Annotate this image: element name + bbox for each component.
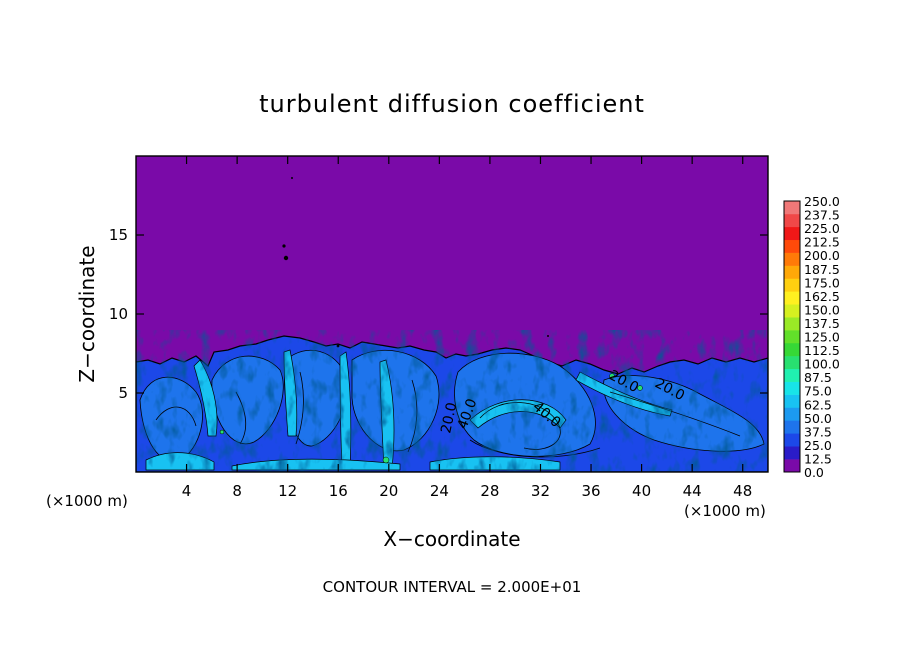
colorbar-label: 50.0 [804, 411, 832, 426]
x-axis-label: X−coordinate [383, 527, 520, 551]
colorbar-swatch [784, 239, 800, 253]
x-unit-right: (×1000 m) [684, 502, 766, 520]
chart-title: turbulent diffusion coefficient [259, 90, 645, 118]
colorbar-label: 37.5 [804, 424, 832, 439]
colorbar-swatch [784, 420, 800, 434]
texture-overlay [136, 330, 768, 472]
colorbar-frame [783, 200, 801, 473]
colorbar-swatch [784, 213, 800, 228]
colorbar-swatch [784, 304, 800, 318]
colorbar-label: 62.5 [804, 397, 832, 412]
colorbar-swatch [784, 201, 800, 215]
colorbar-swatch [784, 226, 800, 241]
colorbar-label: 162.5 [804, 289, 840, 304]
contour-interval-note: CONTOUR INTERVAL = 2.000E+01 [323, 578, 582, 596]
colorbar-label: 87.5 [804, 370, 832, 385]
x-tick-label: 16 [329, 482, 348, 500]
x-tick-label: 36 [581, 482, 600, 500]
colorbar-swatch [784, 459, 800, 473]
y-tick-label: 15 [109, 226, 128, 244]
x-tick-label: 28 [480, 482, 499, 500]
colorbar-label: 200.0 [804, 248, 840, 263]
colorbar-swatch [784, 265, 800, 279]
colorbar-label: 75.0 [804, 384, 832, 399]
colorbar-label: 137.5 [804, 316, 840, 331]
spot-1 [282, 244, 286, 248]
y-axis: 5 10 15 [109, 226, 768, 402]
colorbar-label: 237.5 [804, 208, 840, 223]
colorbar-swatch [784, 278, 800, 292]
spot-2 [283, 255, 289, 261]
colorbar-label: 187.5 [804, 262, 840, 277]
colorbar-swatch [784, 381, 800, 395]
colorbar-label: 100.0 [804, 357, 840, 372]
colorbar-swatch [784, 407, 800, 421]
colorbar-label: 175.0 [804, 275, 840, 290]
colorbar-label: 25.0 [804, 438, 832, 453]
x-tick-label: 4 [182, 482, 192, 500]
colorbar-swatch [784, 394, 800, 408]
colorbar-swatch [784, 368, 800, 382]
x-tick-label: 8 [232, 482, 242, 500]
colorbar-label: 250.0 [804, 194, 840, 209]
colorbar-label: 225.0 [804, 221, 840, 236]
contour-label-1: 20.0 [438, 401, 460, 435]
colorbar-label: 112.5 [804, 343, 840, 358]
y-tick-label: 10 [109, 305, 128, 323]
y-axis-label: Z−coordinate [75, 245, 99, 382]
x-unit-left: (×1000 m) [46, 492, 128, 510]
colorbar-swatch [784, 291, 800, 305]
x-tick-label: 24 [430, 482, 449, 500]
colorbar-swatch [784, 317, 800, 331]
x-tick-label: 32 [531, 482, 550, 500]
x-tick-label: 44 [683, 482, 702, 500]
colorbar-label: 12.5 [804, 451, 832, 466]
y-tick-label: 5 [118, 384, 128, 402]
x-axis: 4 8 12 16 20 24 28 32 36 40 44 48 [182, 156, 752, 500]
colorbar-swatch [784, 433, 800, 447]
colorbar-swatch [784, 446, 800, 460]
colorbar-swatch [784, 252, 800, 266]
diffusion-field: 20.0 40.0 40.0 20.0 20.0 [136, 156, 768, 472]
x-tick-label: 40 [632, 482, 651, 500]
x-tick-label: 12 [278, 482, 297, 500]
colorbar-swatch [784, 355, 800, 370]
x-tick-label: 20 [379, 482, 398, 500]
colorbar-swatch [784, 330, 800, 344]
colorbar-label: 0.0 [804, 465, 824, 480]
spot-3 [291, 177, 293, 179]
colorbar-label: 212.5 [804, 235, 840, 250]
colorbar: 0.012.525.037.550.062.575.087.5100.0112.… [783, 194, 840, 480]
colorbar-swatch [784, 342, 800, 357]
x-tick-label: 48 [733, 482, 752, 500]
colorbar-label: 150.0 [804, 302, 840, 317]
colorbar-label: 125.0 [804, 330, 840, 345]
